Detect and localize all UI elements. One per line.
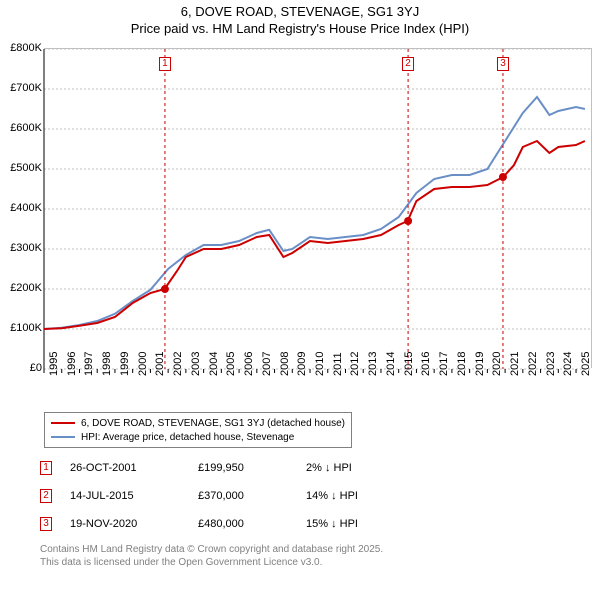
- sales-table: 1 26-OCT-2001 £199,950 2% ↓ HPI 2 14-JUL-2015…: [40, 454, 560, 538]
- y-tick-label: £0: [4, 362, 42, 374]
- y-tick-label: £400K: [4, 202, 42, 214]
- sale-marker-dot: [499, 173, 507, 181]
- sale-marker-dot: [161, 285, 169, 293]
- legend-swatch: [51, 436, 75, 438]
- title-line2: Price paid vs. HM Land Registry's House …: [0, 21, 600, 36]
- sales-row: 2 14-JUL-2015 £370,000 14% ↓ HPI: [40, 482, 560, 510]
- sales-row-diff: 2% ↓ HPI: [306, 462, 426, 474]
- sales-row-price: £199,950: [198, 462, 288, 474]
- sales-row-diff: 14% ↓ HPI: [306, 490, 426, 502]
- chart-title-block: 6, DOVE ROAD, STEVENAGE, SG1 3YJ Price p…: [0, 0, 600, 36]
- y-tick-label: £600K: [4, 122, 42, 134]
- series-hpi: [44, 97, 585, 329]
- footer-line1: Contains HM Land Registry data © Crown c…: [40, 544, 383, 557]
- sales-row-date: 26-OCT-2001: [70, 462, 180, 474]
- sales-row-date: 14-JUL-2015: [70, 490, 180, 502]
- sales-row: 3 19-NOV-2020 £480,000 15% ↓ HPI: [40, 510, 560, 538]
- sale-marker-dot: [404, 217, 412, 225]
- y-tick-label: £500K: [4, 162, 42, 174]
- sales-row-date: 19-NOV-2020: [70, 518, 180, 530]
- footer: Contains HM Land Registry data © Crown c…: [40, 544, 383, 569]
- legend-row: 6, DOVE ROAD, STEVENAGE, SG1 3YJ (detach…: [51, 416, 345, 430]
- sales-row-index: 1: [40, 461, 52, 475]
- plot-area: 1 2 3: [44, 48, 592, 368]
- sales-row: 1 26-OCT-2001 £199,950 2% ↓ HPI: [40, 454, 560, 482]
- legend: 6, DOVE ROAD, STEVENAGE, SG1 3YJ (detach…: [44, 412, 352, 448]
- legend-row: HPI: Average price, detached house, Stev…: [51, 430, 345, 444]
- legend-swatch: [51, 422, 75, 424]
- chart: 1 2 3 £0 £100K £200K £300K £400K £500K £600K £700…: [4, 44, 596, 404]
- sales-row-price: £480,000: [198, 518, 288, 530]
- y-tick-label: £700K: [4, 82, 42, 94]
- legend-label: HPI: Average price, detached house, Stev…: [81, 432, 294, 443]
- y-tick-label: £200K: [4, 282, 42, 294]
- y-tick-label: £800K: [4, 42, 42, 54]
- y-tick-label: £100K: [4, 322, 42, 334]
- footer-line2: This data is licensed under the Open Gov…: [40, 557, 383, 570]
- sales-row-diff: 15% ↓ HPI: [306, 518, 426, 530]
- chart-svg: [44, 49, 591, 368]
- sales-row-index: 3: [40, 517, 52, 531]
- sales-row-index: 2: [40, 489, 52, 503]
- legend-label: 6, DOVE ROAD, STEVENAGE, SG1 3YJ (detach…: [81, 418, 345, 429]
- title-line1: 6, DOVE ROAD, STEVENAGE, SG1 3YJ: [0, 4, 600, 19]
- sale-marker-box: 2: [402, 57, 414, 71]
- y-tick-label: £300K: [4, 242, 42, 254]
- sales-row-price: £370,000: [198, 490, 288, 502]
- sale-marker-box: 3: [497, 57, 509, 71]
- sale-marker-box: 1: [159, 57, 171, 71]
- x-tick-label: 2025: [580, 352, 600, 376]
